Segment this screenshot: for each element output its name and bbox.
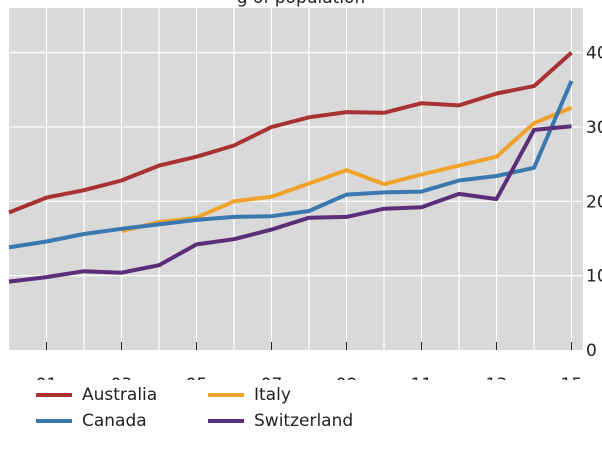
legend-label: Italy [254,385,291,405]
legend-label: Switzerland [254,411,354,431]
legend-item-australia: Australia [36,384,157,406]
y-tick-label: 20 [586,192,602,212]
x-tick-label: 15 [561,375,583,380]
x-tick-label: 11 [411,375,433,380]
legend-swatch [36,419,72,423]
series-line-australia [8,51,573,215]
series-line-switzerland [8,124,572,284]
chart-title: g of population [0,0,602,8]
y-tick-label: 30 [586,118,602,138]
x-tick-label: 01 [36,375,58,380]
legend-item-italy: Italy [208,384,291,406]
x-axis: 01 03 05 07 09 11 13 15 [36,342,583,380]
x-tick-label: 13 [486,375,508,380]
grid-lines [9,8,583,350]
x-tick-label: 07 [261,375,283,380]
legend-swatch [36,393,72,397]
legend-label: Canada [82,411,147,431]
legend-item-switzerland: Switzerland [208,410,353,432]
legend-swatch [208,393,244,397]
series-line-canada [8,80,574,250]
x-tick-label: 05 [186,375,208,380]
legend-label: Australia [82,385,158,405]
y-tick-label: 0 [586,341,597,361]
series-lines [8,51,574,284]
legend-item-canada: Canada [36,410,147,432]
x-tick-label: 09 [336,375,358,380]
y-tick-label: 40 [586,44,602,64]
y-axis: 0 10 20 30 40 [586,44,602,361]
y-tick-label: 10 [586,267,602,287]
line-chart: 01 03 05 07 09 11 13 15 0 10 20 30 40 [8,8,602,380]
x-tick-label: 03 [111,375,133,380]
legend-swatch [208,419,244,423]
series-line-italy [121,105,573,233]
